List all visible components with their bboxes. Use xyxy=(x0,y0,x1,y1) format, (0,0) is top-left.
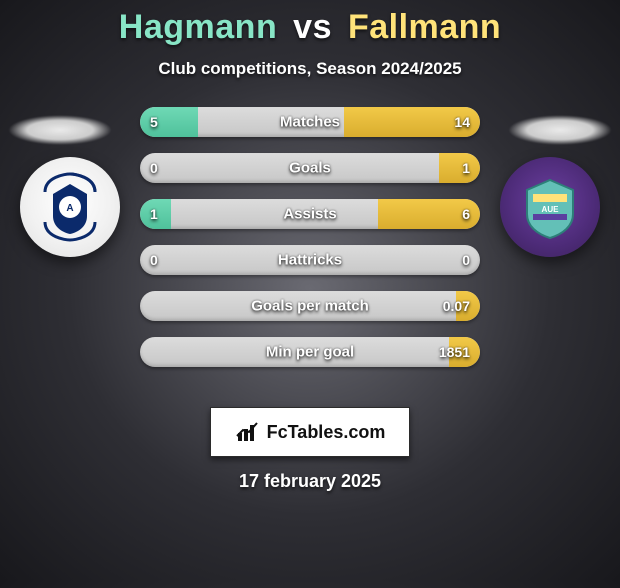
stat-label: Assists xyxy=(283,206,336,223)
stat-value-left: 0 xyxy=(150,252,158,268)
club-badge-left: A xyxy=(20,157,120,257)
subtitle: Club competitions, Season 2024/2025 xyxy=(0,59,620,79)
stat-label: Matches xyxy=(280,114,340,131)
player1-name: Hagmann xyxy=(119,8,277,46)
stat-value-right: 6 xyxy=(462,206,470,222)
stat-fill-right xyxy=(439,153,480,183)
club-crest-left-icon: A xyxy=(35,172,105,242)
stat-bar: 5 Matches 14 xyxy=(140,107,480,137)
stat-bar: Goals per match 0.07 xyxy=(140,291,480,321)
stat-value-left: 1 xyxy=(150,206,158,222)
vs-label: vs xyxy=(293,8,332,46)
stat-label: Goals per match xyxy=(251,298,369,315)
stat-label: Goals xyxy=(289,160,331,177)
comparison-title: Hagmann vs Fallmann xyxy=(0,8,620,47)
stat-value-right: 14 xyxy=(454,114,470,130)
player2-name: Fallmann xyxy=(348,8,501,46)
shadow-left xyxy=(8,115,112,145)
stat-label: Min per goal xyxy=(266,344,354,361)
svg-text:AUE: AUE xyxy=(542,205,560,214)
stat-fill-left xyxy=(140,107,198,137)
stat-value-left: 0 xyxy=(150,160,158,176)
svg-text:A: A xyxy=(66,203,73,214)
club-badge-right: AUE xyxy=(500,157,600,257)
stat-bars: 5 Matches 14 0 Goals 1 1 Assists 6 0 Hattricks 0 Goa… xyxy=(140,107,480,367)
stat-value-right: 1851 xyxy=(439,344,470,360)
stat-bar: 1 Assists 6 xyxy=(140,199,480,229)
stat-value-right: 0 xyxy=(462,252,470,268)
shadow-right xyxy=(508,115,612,145)
snapshot-date: 17 february 2025 xyxy=(0,471,620,492)
stat-value-right: 0.07 xyxy=(443,298,470,314)
stat-value-right: 1 xyxy=(462,160,470,176)
brand-label: FcTables.com xyxy=(267,422,386,443)
stat-bar: 0 Goals 1 xyxy=(140,153,480,183)
stat-value-left: 5 xyxy=(150,114,158,130)
brand-box[interactable]: FcTables.com xyxy=(210,407,410,457)
comparison-stage: A AUE 5 Matches 14 0 Goals 1 1 Assists 6 0 Hattric… xyxy=(0,107,620,387)
club-crest-right-icon: AUE xyxy=(515,172,585,242)
stat-bar: Min per goal 1851 xyxy=(140,337,480,367)
brand-chart-icon xyxy=(235,419,261,445)
stat-bar: 0 Hattricks 0 xyxy=(140,245,480,275)
stat-label: Hattricks xyxy=(278,252,342,269)
